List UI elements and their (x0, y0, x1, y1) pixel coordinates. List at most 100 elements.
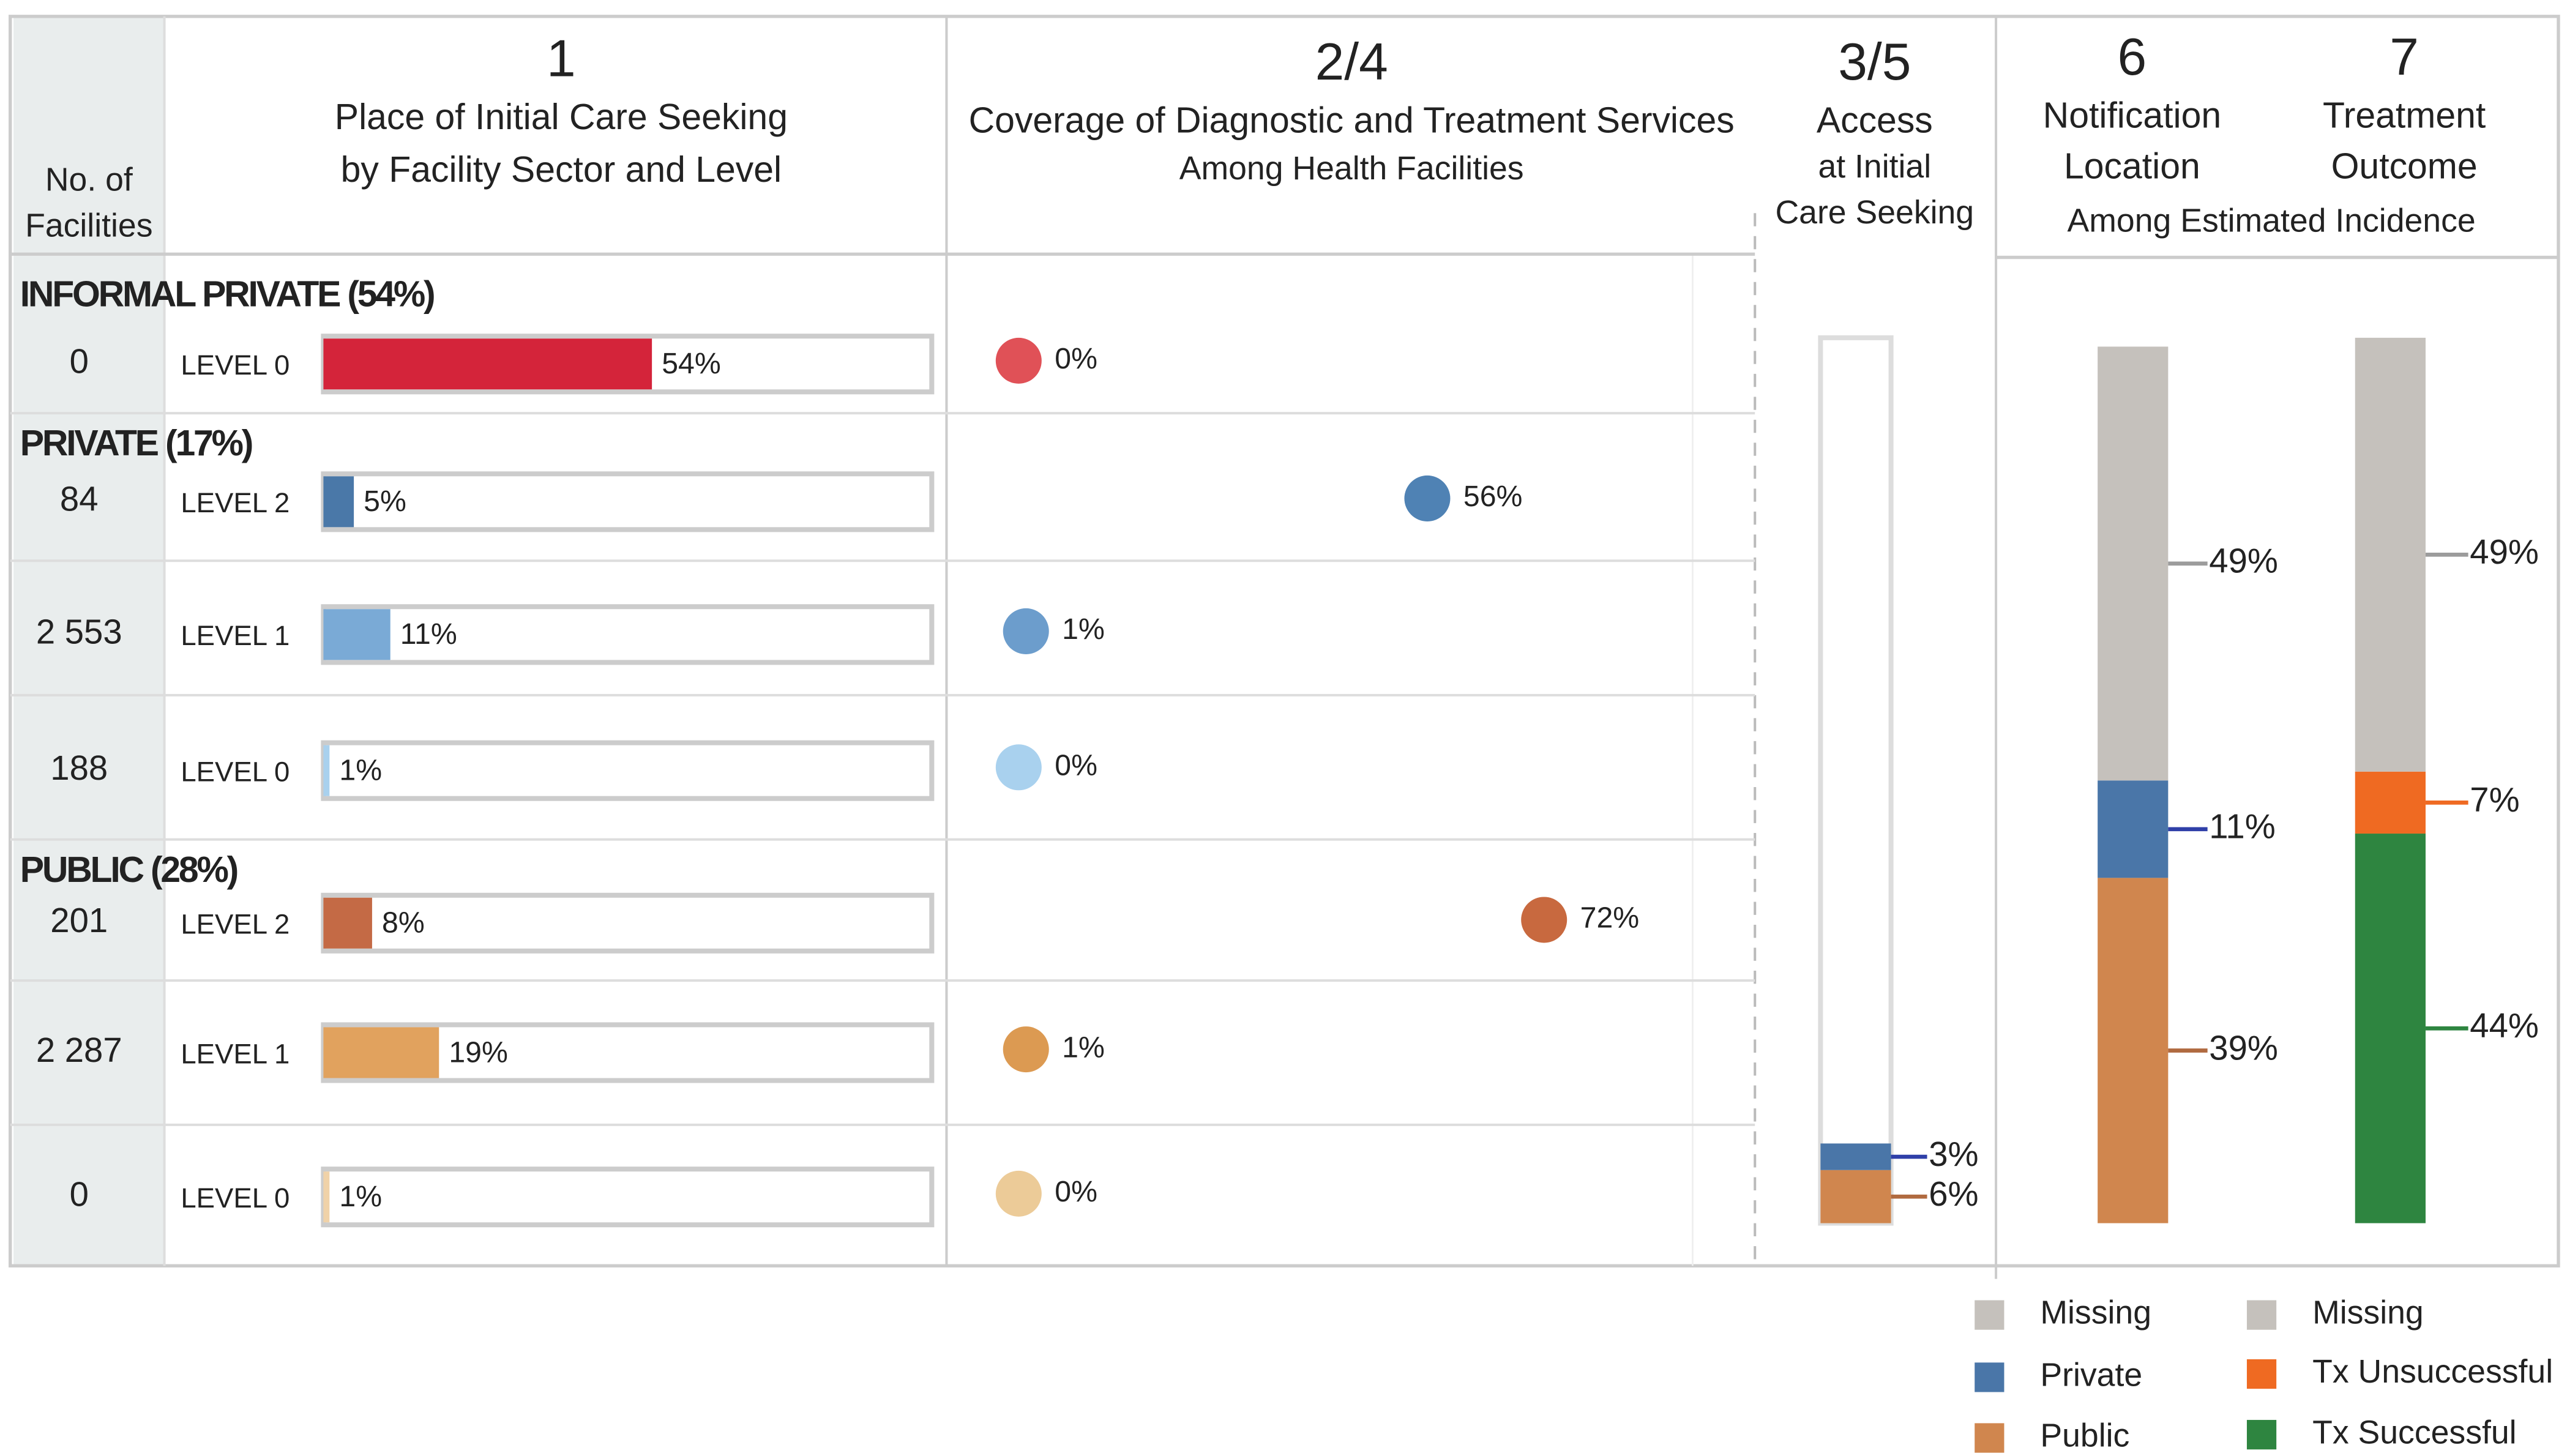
facility-column-bg (13, 16, 165, 1266)
coverage-dot (1003, 608, 1049, 654)
coverage-label: 1% (1062, 1031, 1105, 1064)
sector-title: PUBLIC (28%) (20, 850, 237, 890)
legend-label: Private (2040, 1357, 2142, 1394)
legend-label: Tx Successful (2312, 1414, 2516, 1450)
coverage-label: 0% (1055, 1175, 1097, 1208)
legend-swatch (1975, 1362, 2005, 1392)
column-number: 2/4 (1315, 32, 1388, 91)
facility-count: 0 (70, 1175, 89, 1214)
bar-track (321, 471, 935, 532)
sector-title: PRIVATE (17%) (20, 424, 252, 463)
sector-title: INFORMAL PRIVATE (54%) (20, 274, 434, 314)
legend-label: Missing (2312, 1294, 2424, 1331)
facility-count: 0 (70, 342, 89, 381)
level-label: LEVEL 2 (181, 487, 290, 518)
level-label: LEVEL 1 (181, 1038, 290, 1069)
bar (323, 745, 330, 796)
level-label: LEVEL 0 (181, 1182, 290, 1214)
bar-label: 1% (339, 754, 382, 787)
bar-track (321, 604, 935, 665)
bar-track (321, 740, 935, 801)
column-title: Coverage of Diagnostic and Treatment Ser… (969, 100, 1735, 140)
stack-segment (2355, 337, 2426, 772)
legend-swatch (1975, 1300, 2005, 1330)
stack-label: 7% (2470, 780, 2519, 819)
bar-label: 8% (382, 906, 425, 939)
coverage-label: 72% (1580, 902, 1640, 935)
column-title: Place of Initial Care Seeking (335, 97, 788, 137)
coverage-label: 0% (1055, 342, 1097, 375)
column-title: Outcome (2331, 147, 2478, 187)
bar (323, 609, 390, 660)
column-title: Access (1817, 100, 1933, 140)
bar-label: 11% (400, 618, 457, 651)
legend-label: Public (2040, 1417, 2129, 1454)
column-title: Among Health Facilities (1179, 150, 1524, 187)
level-label: LEVEL 0 (181, 756, 290, 788)
bar-track (321, 1167, 935, 1228)
stack-segment (2098, 780, 2169, 878)
coverage-dot (1404, 475, 1451, 521)
column-title: Treatment (2323, 95, 2486, 135)
stack-label: 44% (2470, 1006, 2539, 1045)
column-number: 1 (547, 29, 576, 88)
facility-count: 2 287 (36, 1031, 122, 1069)
bar (323, 476, 354, 528)
stack-label: 6% (1929, 1174, 1978, 1213)
legend-swatch (2246, 1420, 2277, 1450)
header-label: No. of (45, 162, 133, 198)
legend-label: Tx Unsuccessful (2312, 1353, 2553, 1390)
level-label: LEVEL 0 (181, 349, 290, 381)
bar (323, 1027, 439, 1078)
bar-label: 54% (662, 347, 721, 380)
coverage-label: 1% (1062, 613, 1105, 646)
stack-label: 49% (2470, 532, 2539, 571)
stack-segment (2098, 878, 2169, 1223)
stack-track (1818, 335, 1894, 1226)
outer-border (9, 15, 2560, 1267)
column-number: 3/5 (1838, 32, 1911, 91)
coverage-dot (1521, 897, 1567, 943)
level-label: LEVEL 2 (181, 909, 290, 940)
bar-label: 1% (339, 1180, 382, 1213)
legend-label: Missing (2040, 1294, 2151, 1331)
legend-swatch (1975, 1423, 2005, 1453)
column-title: Care Seeking (1775, 194, 1974, 231)
column-title: Location (2064, 147, 2200, 187)
stack-segment (1820, 1143, 1891, 1170)
level-label: LEVEL 1 (181, 620, 290, 651)
column-number: 6 (2118, 28, 2147, 86)
stack-label: 3% (1929, 1135, 1978, 1173)
facility-count: 84 (60, 480, 99, 518)
column-subtitle: Among Estimated Incidence (2068, 203, 2476, 239)
column-title: by Facility Sector and Level (341, 150, 782, 190)
legend-swatch (2246, 1300, 2277, 1330)
bar-label: 5% (364, 485, 406, 518)
coverage-dot (995, 744, 1042, 791)
header-label: Facilities (25, 207, 152, 244)
bar-track (321, 892, 935, 954)
bar-label: 19% (449, 1036, 508, 1069)
stack-label: 49% (2209, 542, 2278, 580)
coverage-dot (995, 1170, 1042, 1217)
facility-count: 201 (50, 901, 108, 939)
coverage-label: 56% (1463, 480, 1523, 513)
stack-segment (2098, 346, 2169, 781)
stack-segment (2355, 771, 2426, 834)
coverage-dot (995, 337, 1042, 384)
coverage-dot (1003, 1026, 1049, 1073)
coverage-label: 0% (1055, 749, 1097, 782)
stack-segment (2355, 834, 2426, 1223)
stack-label: 39% (2209, 1028, 2278, 1067)
facility-count: 2 553 (36, 613, 122, 651)
bar (323, 1171, 330, 1223)
bar (323, 338, 652, 390)
column-number: 7 (2390, 28, 2419, 86)
column-title: Notification (2043, 95, 2221, 135)
stack-label: 11% (2209, 807, 2275, 846)
facility-count: 188 (50, 749, 108, 787)
column-title: at Initial (1818, 148, 1931, 185)
bar (323, 897, 372, 949)
stack-segment (1820, 1170, 1891, 1223)
